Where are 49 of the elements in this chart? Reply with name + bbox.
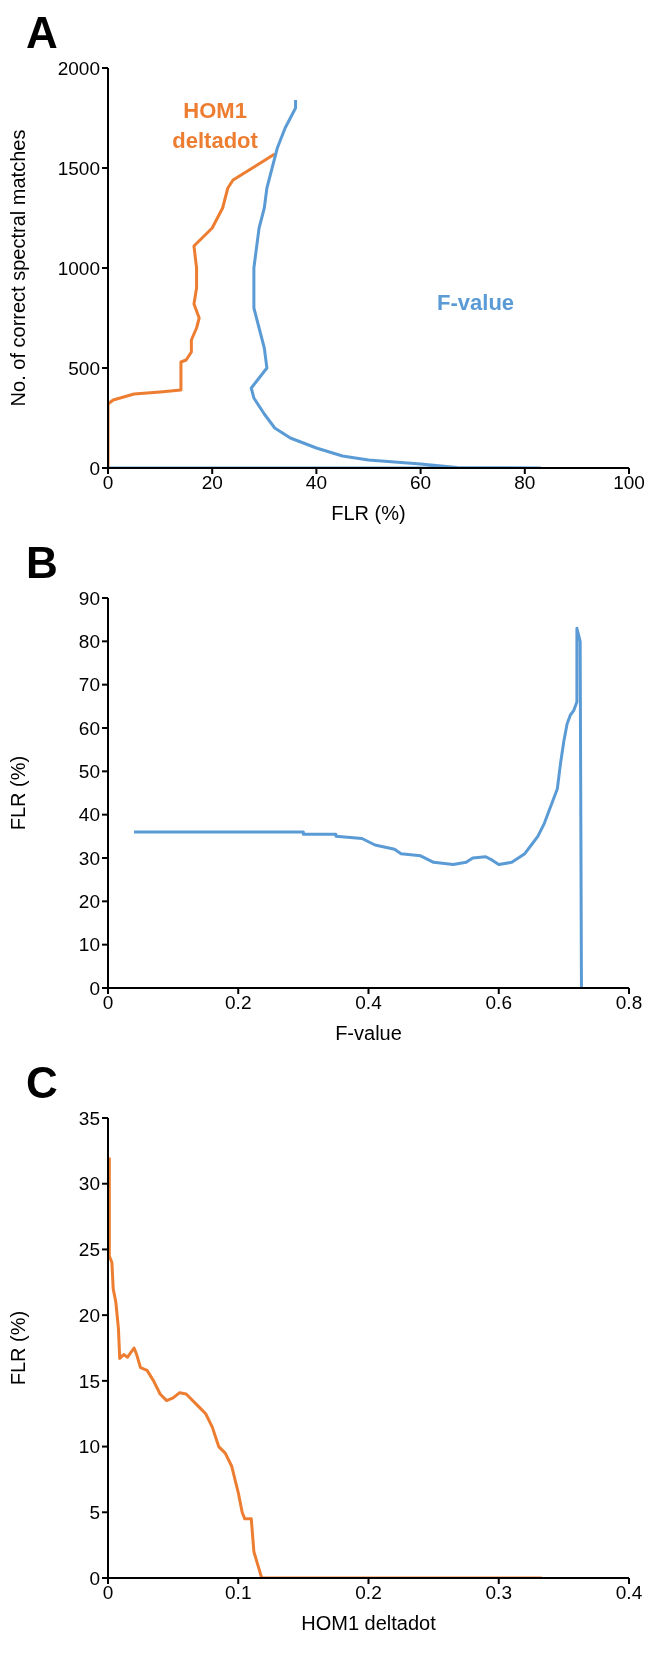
x-tick-label: 0.2 [355,1582,382,1604]
x-tick-label: 0.4 [615,1582,643,1604]
x-tick-label: 0.4 [355,992,383,1014]
y-axis-title: FLR (%) [7,755,30,831]
y-tick-label: 20 [78,891,100,913]
line-series [108,152,277,468]
x-tick-label: 80 [514,472,536,494]
y-tick-label: 90 [78,587,100,609]
y-tick-label: 2000 [57,57,100,79]
y-tick-label: 30 [78,847,100,869]
x-tick-label: 60 [410,472,432,494]
x-tick-label: 0.1 [225,1582,252,1604]
y-tick-label: 0 [89,1567,100,1589]
y-tick-label: 5 [89,1502,100,1524]
x-tick-label: 0.2 [225,992,252,1014]
y-tick-label: 0 [89,457,100,479]
y-tick-label: 500 [68,357,100,379]
y-tick-label: 20 [78,1304,100,1326]
y-tick-label: 15 [78,1370,100,1392]
y-tick-label: 1000 [57,257,100,279]
y-tick-label: 0 [89,977,100,999]
y-axis-title: No. of correct spectral matches [7,129,30,407]
y-tick-label: 1500 [57,157,100,179]
y-axis-title: FLR (%) [7,1310,30,1386]
x-tick-label: 0.3 [485,1582,512,1604]
series-label: HOM1 deltadot [171,97,259,155]
chart-title: B [26,538,58,588]
x-tick-label: 0.6 [485,992,512,1014]
y-tick-label: 60 [78,717,100,739]
y-tick-label: 35 [78,1107,100,1129]
x-tick-label: 0.8 [615,992,643,1014]
x-tick-label: 100 [613,472,645,494]
y-tick-label: 50 [78,761,100,783]
x-tick-label: 20 [201,472,223,494]
x-axis-title: FLR (%) [331,502,406,524]
y-tick-label: 10 [78,1436,100,1458]
x-tick-label: 40 [305,472,327,494]
y-tick-label: 80 [78,631,100,653]
y-tick-label: 70 [78,674,100,696]
x-axis-title: F-value [335,1022,402,1044]
y-tick-label: 40 [78,804,100,826]
chart-title: C [26,1058,58,1108]
x-axis-title: HOM1 deltadot [301,1612,437,1634]
y-tick-label: 10 [78,934,100,956]
text: F-value [436,289,516,317]
line-series [132,626,583,988]
y-tick-label: 30 [78,1173,100,1195]
y-tick-label: 25 [78,1239,100,1261]
chart-title: A [26,8,58,58]
